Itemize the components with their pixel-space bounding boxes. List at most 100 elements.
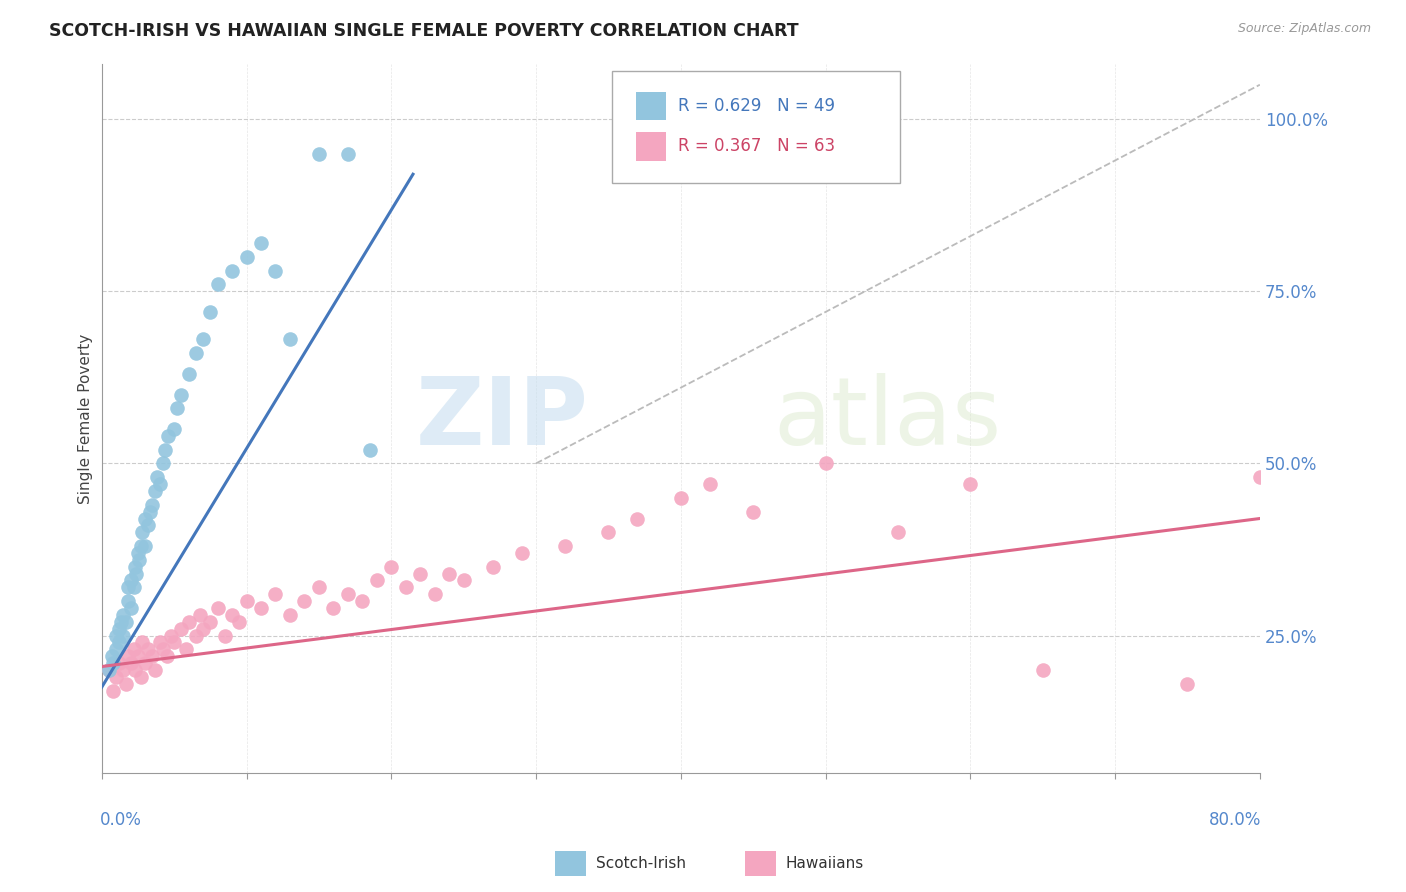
Point bbox=[188, 607, 211, 622]
Point bbox=[191, 333, 214, 347]
Text: ZIP: ZIP bbox=[415, 373, 588, 465]
Text: 0.0%: 0.0% bbox=[100, 811, 142, 830]
Point bbox=[134, 511, 156, 525]
Point bbox=[174, 642, 197, 657]
Point bbox=[120, 574, 142, 588]
Point bbox=[124, 663, 146, 677]
Point bbox=[103, 683, 125, 698]
Point bbox=[235, 594, 257, 608]
Point bbox=[141, 498, 163, 512]
Point bbox=[264, 587, 287, 601]
Point bbox=[959, 477, 981, 491]
Point bbox=[250, 236, 273, 251]
Point bbox=[152, 642, 174, 657]
Point bbox=[129, 670, 152, 684]
Point bbox=[163, 635, 186, 649]
Point bbox=[103, 656, 125, 670]
Point bbox=[125, 566, 148, 581]
Point bbox=[105, 642, 128, 657]
Point bbox=[336, 587, 359, 601]
Point bbox=[207, 601, 229, 615]
Point bbox=[170, 622, 193, 636]
Point bbox=[128, 553, 150, 567]
Point bbox=[108, 622, 131, 636]
Point bbox=[131, 635, 153, 649]
Point bbox=[200, 615, 222, 629]
Point bbox=[134, 539, 156, 553]
Point bbox=[1177, 677, 1199, 691]
Point bbox=[1249, 470, 1271, 484]
Point bbox=[250, 601, 273, 615]
Point bbox=[669, 491, 692, 505]
Point bbox=[336, 146, 359, 161]
Point bbox=[117, 649, 139, 664]
Point bbox=[110, 615, 132, 629]
Point bbox=[152, 457, 174, 471]
Point bbox=[887, 525, 910, 540]
Point bbox=[184, 629, 207, 643]
Point bbox=[149, 635, 172, 649]
Y-axis label: Single Female Poverty: Single Female Poverty bbox=[79, 334, 93, 504]
Point bbox=[598, 525, 620, 540]
Text: SCOTCH-IRISH VS HAWAIIAN SINGLE FEMALE POVERTY CORRELATION CHART: SCOTCH-IRISH VS HAWAIIAN SINGLE FEMALE P… bbox=[49, 22, 799, 40]
Point bbox=[112, 663, 135, 677]
Point bbox=[264, 263, 287, 277]
Point bbox=[117, 594, 139, 608]
Point bbox=[308, 146, 330, 161]
Point bbox=[105, 670, 128, 684]
Point bbox=[359, 442, 381, 457]
Point bbox=[143, 483, 166, 498]
Point bbox=[742, 505, 765, 519]
Point bbox=[814, 457, 837, 471]
Point bbox=[155, 442, 177, 457]
Point bbox=[177, 615, 200, 629]
Point bbox=[423, 587, 446, 601]
Point bbox=[166, 401, 188, 416]
Point bbox=[134, 656, 156, 670]
Point bbox=[200, 305, 222, 319]
Text: R = 0.629   N = 49: R = 0.629 N = 49 bbox=[678, 97, 835, 115]
Point bbox=[308, 580, 330, 594]
Point bbox=[235, 250, 257, 264]
Point bbox=[437, 566, 460, 581]
Point bbox=[163, 422, 186, 436]
Text: Scotch-Irish: Scotch-Irish bbox=[596, 856, 686, 871]
Point bbox=[112, 629, 135, 643]
Point bbox=[145, 470, 167, 484]
Point bbox=[131, 525, 153, 540]
Point bbox=[108, 635, 131, 649]
Point bbox=[380, 559, 402, 574]
Point bbox=[136, 518, 159, 533]
Point bbox=[554, 539, 576, 553]
Point bbox=[395, 580, 418, 594]
Point bbox=[122, 580, 145, 594]
Point bbox=[221, 263, 243, 277]
Point bbox=[184, 346, 207, 360]
Text: Source: ZipAtlas.com: Source: ZipAtlas.com bbox=[1237, 22, 1371, 36]
Point bbox=[157, 429, 180, 443]
Point bbox=[228, 615, 250, 629]
Point bbox=[108, 656, 131, 670]
Point bbox=[120, 601, 142, 615]
Point bbox=[117, 580, 139, 594]
Point bbox=[481, 559, 503, 574]
Point bbox=[278, 607, 301, 622]
Point bbox=[98, 663, 121, 677]
Text: Hawaiians: Hawaiians bbox=[786, 856, 865, 871]
Point bbox=[105, 629, 128, 643]
Point bbox=[177, 367, 200, 381]
Point bbox=[122, 642, 145, 657]
Point bbox=[136, 642, 159, 657]
Point bbox=[149, 477, 172, 491]
Point bbox=[127, 546, 149, 560]
Point bbox=[115, 615, 138, 629]
Point bbox=[207, 277, 229, 292]
Text: R = 0.367   N = 63: R = 0.367 N = 63 bbox=[678, 137, 835, 155]
Point bbox=[699, 477, 721, 491]
Point bbox=[138, 505, 160, 519]
Point bbox=[129, 539, 152, 553]
Point bbox=[214, 629, 236, 643]
Point bbox=[626, 511, 648, 525]
Point bbox=[124, 559, 146, 574]
Point bbox=[352, 594, 374, 608]
